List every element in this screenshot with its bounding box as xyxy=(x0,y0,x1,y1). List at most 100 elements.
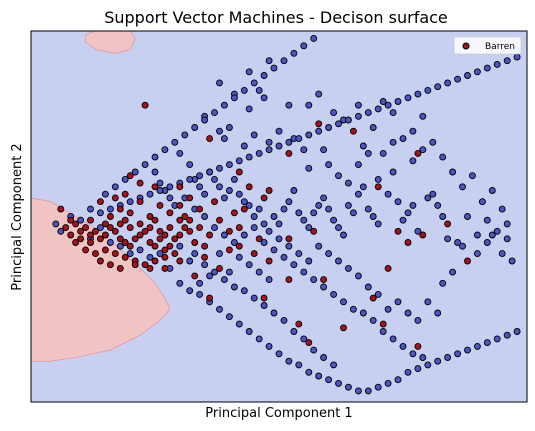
data-point-class0-172 xyxy=(444,354,452,361)
data-point-class1-119 xyxy=(260,194,268,202)
data-point-class0-175 xyxy=(473,342,481,350)
data-point-class0-137 xyxy=(260,302,268,309)
data-point-class0-224 xyxy=(101,190,109,198)
data-point-class1-26 xyxy=(176,231,184,239)
data-point-class1-123 xyxy=(201,253,209,261)
data-point-class0-96 xyxy=(359,183,367,191)
data-point-class0-13 xyxy=(399,135,407,143)
data-point-class0-118 xyxy=(310,276,318,284)
data-point-class1-21 xyxy=(151,242,159,250)
plot-area xyxy=(30,30,528,403)
data-point-class0-211 xyxy=(394,98,402,105)
data-point-class0-85 xyxy=(305,224,313,232)
data-point-class0-35 xyxy=(265,138,273,146)
data-point-class1-60 xyxy=(181,213,189,220)
data-point-class0-285 xyxy=(216,250,223,258)
data-point-class1-65 xyxy=(235,224,243,232)
data-point-class0-9 xyxy=(354,101,362,109)
data-point-class1-95 xyxy=(201,242,209,250)
data-point-class0-51 xyxy=(409,201,417,209)
data-point-class0-31 xyxy=(216,127,223,135)
data-points xyxy=(52,34,521,395)
data-point-class0-264 xyxy=(434,309,442,317)
data-point-class0-173 xyxy=(454,350,462,358)
data-point-class0-262 xyxy=(439,279,447,287)
data-point-class0-119 xyxy=(320,283,328,291)
data-point-class0-134 xyxy=(230,283,238,291)
data-point-class1-46 xyxy=(92,250,99,258)
data-point-class0-42 xyxy=(344,179,352,187)
data-point-class1-94 xyxy=(191,239,199,246)
data-point-class0-229 xyxy=(151,153,159,161)
data-point-class0-125 xyxy=(379,328,387,335)
data-point-class0-228 xyxy=(141,161,149,169)
data-point-class0-81 xyxy=(285,198,293,206)
data-point-class0-127 xyxy=(399,342,407,350)
data-point-class0-129 xyxy=(419,354,427,361)
data-point-class0-205 xyxy=(335,120,342,128)
data-point-class0-25 xyxy=(483,239,491,246)
data-point-class0-49 xyxy=(399,216,407,224)
data-point-class0-184 xyxy=(126,198,134,206)
data-point-class0-139 xyxy=(280,316,288,324)
data-point-class0-170 xyxy=(424,361,432,369)
data-point-class1-54 xyxy=(171,250,179,258)
data-point-class0-209 xyxy=(374,105,382,113)
data-point-class1-8 xyxy=(67,231,75,239)
data-point-class0-59 xyxy=(459,242,466,250)
data-point-class0-271 xyxy=(354,272,362,280)
data-point-class1-64 xyxy=(225,227,233,235)
data-point-class1-74 xyxy=(111,194,119,202)
data-point-class0-53 xyxy=(424,194,432,202)
data-point-class1-16 xyxy=(126,242,134,250)
data-point-class0-23 xyxy=(498,205,506,213)
data-point-class0-237 xyxy=(230,94,238,102)
data-point-class0-204 xyxy=(325,124,333,131)
data-point-class0-17 xyxy=(439,153,447,161)
data-point-class0-286 xyxy=(206,272,214,280)
data-point-class1-14 xyxy=(116,235,124,243)
data-point-class0-123 xyxy=(359,309,367,317)
y-axis-label: Principal Component 2 xyxy=(10,143,25,290)
data-point-class0-133 xyxy=(220,276,228,284)
data-point-class0-289 xyxy=(176,242,184,250)
data-point-class1-122 xyxy=(161,246,169,254)
data-point-class1-106 xyxy=(206,294,214,302)
data-point-class0-213 xyxy=(414,90,422,98)
data-point-class0-120 xyxy=(330,290,338,298)
data-point-class0-61 xyxy=(186,161,194,169)
data-point-class0-124 xyxy=(369,316,377,324)
data-point-class0-274 xyxy=(325,250,333,258)
data-point-class0-238 xyxy=(240,86,248,94)
data-point-class0-227 xyxy=(131,168,139,176)
data-point-class0-117 xyxy=(300,268,308,276)
data-point-class1-117 xyxy=(444,220,452,228)
data-point-class0-93 xyxy=(344,201,352,209)
data-point-class0-269 xyxy=(374,290,382,298)
data-point-class1-1 xyxy=(315,120,323,128)
data-point-class1-114 xyxy=(379,320,387,328)
data-point-class0-39 xyxy=(305,164,313,172)
data-point-class0-67 xyxy=(216,183,223,191)
data-point-class0-178 xyxy=(503,331,511,339)
data-point-class0-95 xyxy=(354,190,362,198)
data-point-class0-190 xyxy=(186,175,194,183)
data-point-class0-226 xyxy=(121,175,129,183)
data-point-class0-142 xyxy=(310,346,318,354)
data-point-class1-24 xyxy=(166,242,174,250)
data-point-class1-71 xyxy=(136,179,144,187)
data-point-class1-97 xyxy=(255,235,263,243)
data-point-class0-268 xyxy=(384,305,392,313)
data-point-class0-155 xyxy=(275,350,283,358)
data-point-class0-151 xyxy=(235,320,243,328)
data-point-class1-58 xyxy=(146,213,154,220)
data-point-class1-73 xyxy=(96,198,104,206)
data-point-class1-80 xyxy=(245,183,253,191)
data-point-class0-88 xyxy=(320,194,328,202)
data-point-class0-273 xyxy=(335,257,342,265)
data-point-class0-272 xyxy=(344,264,352,272)
data-point-class0-246 xyxy=(245,68,253,76)
data-point-class0-68 xyxy=(220,194,228,202)
data-point-class0-259 xyxy=(503,220,511,228)
